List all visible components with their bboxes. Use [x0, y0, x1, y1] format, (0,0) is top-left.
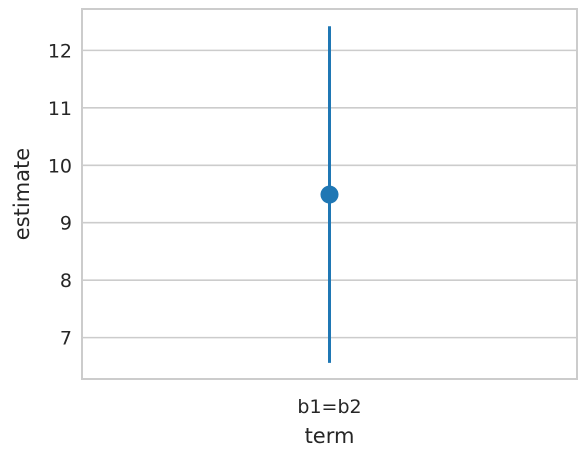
x-axis-title: term — [305, 424, 355, 448]
x-tick-labels: b1=b2 — [297, 396, 361, 418]
y-tick-label-7: 7 — [60, 328, 72, 350]
y-tick-label-11: 11 — [48, 98, 72, 120]
data-marks — [320, 26, 339, 363]
y-tick-label-10: 10 — [48, 155, 72, 177]
plot-frame — [81, 8, 578, 380]
x-tick-label-0: b1=b2 — [297, 396, 361, 418]
estimate-point-0-0 — [320, 185, 339, 204]
y-tick-label-8: 8 — [60, 270, 72, 292]
y-tick-label-9: 9 — [60, 213, 72, 235]
y-axis-title: estimate — [10, 148, 34, 240]
y-tick-label-12: 12 — [48, 40, 72, 62]
y-tick-labels: 7 8 9 10 11 12 — [48, 40, 72, 349]
